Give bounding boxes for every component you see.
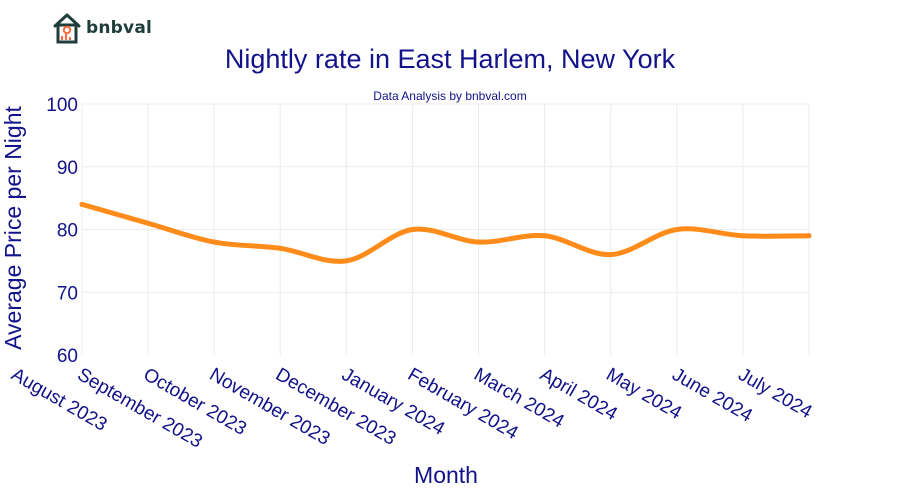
data-point	[79, 201, 85, 207]
brand-logo: bnbval	[52, 12, 152, 44]
data-point	[806, 233, 812, 239]
data-point	[277, 245, 283, 251]
data-point	[542, 233, 548, 239]
y-axis-title: Average Price per Night	[0, 106, 26, 350]
data-point	[740, 233, 746, 239]
chart-subtitle: Data Analysis by bnbval.com	[373, 89, 527, 103]
data-point	[608, 252, 614, 258]
data-point	[409, 227, 415, 232]
series-line-0	[79, 201, 812, 264]
data-point	[476, 239, 482, 245]
brand-name: bnbval	[86, 18, 153, 38]
chart-title: Nightly rate in East Harlem, New York	[224, 44, 676, 74]
y-tick-label: 100	[46, 95, 78, 116]
y-tick-label: 80	[57, 221, 78, 242]
series-lines	[79, 201, 812, 264]
x-axis-title: Month	[414, 462, 478, 488]
y-axis-ticks: 60 70 80 90 100	[46, 95, 78, 367]
y-tick-label: 70	[57, 283, 78, 304]
data-point	[211, 239, 217, 245]
data-point	[145, 220, 151, 226]
data-point	[674, 227, 680, 232]
data-point	[343, 258, 349, 264]
y-tick-label: 60	[57, 346, 78, 367]
x-tick-label: February 2024	[404, 364, 522, 444]
house-chart-icon	[53, 13, 81, 44]
y-tick-label: 90	[57, 158, 78, 179]
